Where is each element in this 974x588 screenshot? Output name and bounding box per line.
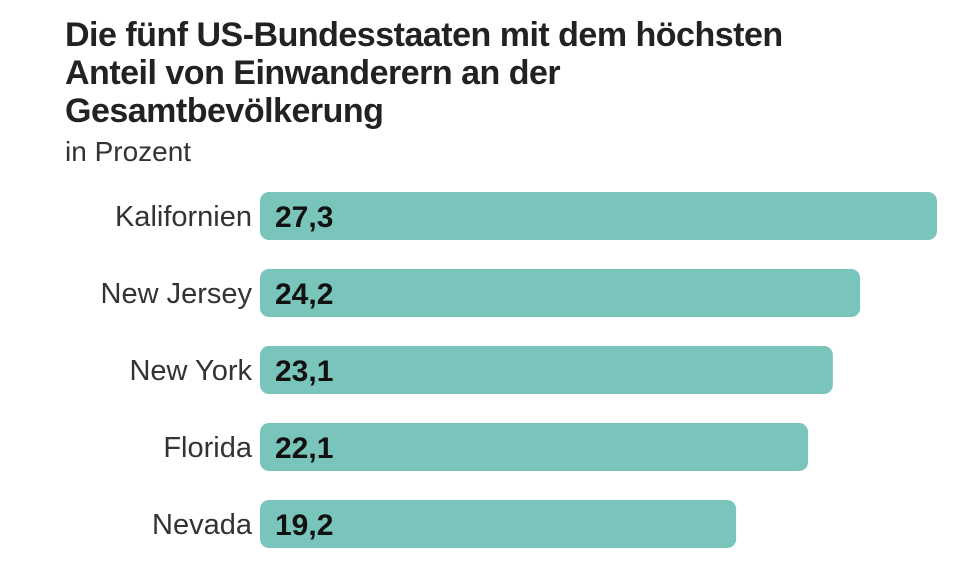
- value-label: 22,1: [275, 432, 333, 465]
- value-label: 23,1: [275, 355, 333, 388]
- chart-title: Die fünf US-Bundesstaaten mit dem höchst…: [65, 16, 783, 130]
- category-label: New York: [129, 355, 252, 387]
- chart-subtitle: in Prozent: [65, 136, 192, 167]
- value-label: 19,2: [275, 509, 333, 542]
- value-label: 27,3: [275, 201, 333, 234]
- category-label: Kalifornien: [115, 201, 252, 233]
- bar-new-york: [260, 346, 833, 394]
- bar-florida: [260, 423, 809, 471]
- category-label: New Jersey: [101, 278, 253, 310]
- bar-nevada: [260, 500, 737, 548]
- bar-new-jersey: [260, 269, 861, 317]
- category-label: Florida: [163, 432, 253, 464]
- category-label: Nevada: [152, 509, 253, 541]
- bar-kalifornien: [260, 192, 937, 240]
- value-label: 24,2: [275, 278, 333, 311]
